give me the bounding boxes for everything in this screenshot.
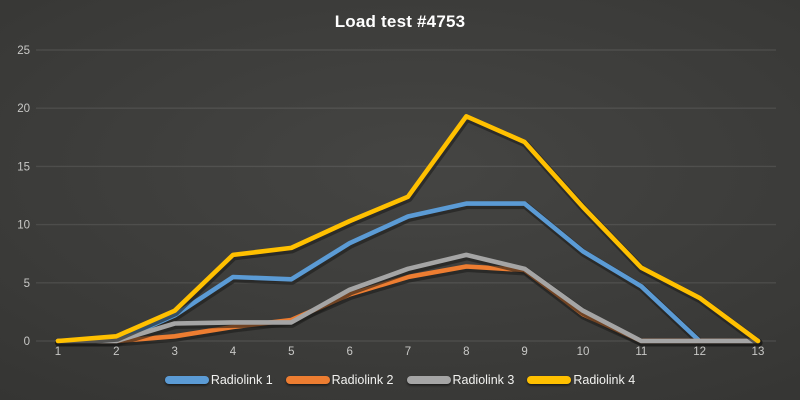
legend: Radiolink 1 Radiolink 2 Radiolink 3 Radioli… (0, 369, 800, 391)
legend-swatch-radiolink-1 (164, 376, 209, 384)
legend-item-radiolink-1[interactable]: Radiolink 1 (164, 373, 273, 387)
x-tick-label-5: 5 (288, 346, 294, 358)
y-tick-label-0: 0 (24, 336, 30, 348)
legend-swatch-radiolink-2 (285, 376, 330, 384)
y-tick-label-25: 25 (17, 45, 30, 57)
x-tick-label-7: 7 (405, 346, 411, 358)
x-tick-label-12: 12 (693, 346, 706, 358)
legend-swatch-radiolink-3 (406, 376, 451, 384)
x-tick-label-9: 9 (521, 346, 527, 358)
x-tick-label-4: 4 (230, 346, 237, 358)
y-tick-label-10: 10 (17, 220, 30, 232)
x-tick-label-3: 3 (171, 346, 177, 358)
series-shadow-4 (55, 114, 763, 347)
y-tick-label-5: 5 (24, 278, 30, 290)
legend-item-radiolink-4[interactable]: Radiolink 4 (527, 373, 635, 387)
x-tick-label-11: 11 (635, 346, 647, 358)
legend-item-radiolink-2[interactable]: Radiolink 2 (285, 373, 394, 387)
chart-title: Load test #4753 (334, 12, 466, 31)
series-line-radiolink-3 (55, 252, 761, 344)
x-tick-label-8: 8 (463, 346, 469, 358)
legend-label: Radiolink 1 (210, 373, 273, 387)
x-tick-label-1: 1 (55, 346, 61, 358)
legend-item-radiolink-3[interactable]: Radiolink 3 (406, 373, 515, 387)
x-tick-label-6: 6 (346, 346, 352, 358)
legend-swatch-radiolink-4 (527, 376, 572, 384)
legend-label: Radiolink 3 (452, 373, 515, 387)
x-tick-label-10: 10 (577, 346, 590, 358)
y-tick-label-15: 15 (17, 161, 30, 173)
y-tick-label-20: 20 (17, 103, 30, 115)
legend-label: Radiolink 4 (573, 373, 636, 387)
x-tick-label-13: 13 (752, 346, 765, 358)
x-tick-label-2: 2 (113, 346, 119, 358)
legend-label: Radiolink 2 (331, 373, 394, 387)
series-line-radiolink-4 (55, 114, 761, 344)
